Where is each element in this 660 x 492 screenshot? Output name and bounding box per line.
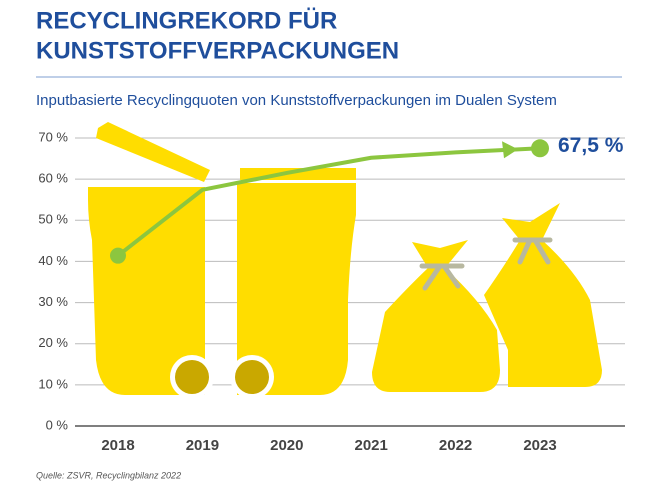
wheel (235, 360, 269, 394)
bin (88, 187, 205, 395)
y-tick-label: 50 % (38, 212, 68, 227)
source: Quelle: ZSVR, Recyclingbilanz 2022 (36, 470, 181, 480)
y-tick-label: 40 % (38, 253, 68, 268)
y-tick-label: 0 % (46, 417, 69, 432)
bag (372, 240, 500, 392)
point (531, 139, 549, 158)
bag (484, 203, 602, 387)
wheel (175, 360, 209, 394)
x-tick-label: 2021 (355, 437, 388, 454)
y-tick-label: 70 % (38, 129, 68, 144)
x-tick-label: 2020 (270, 437, 303, 454)
decoration (88, 122, 602, 399)
x-tick-label: 2022 (439, 437, 472, 454)
plot: 2018 2019 2020 2021 2022 2023 67,5 % (101, 134, 623, 454)
y-tick-label: 10 % (38, 376, 68, 391)
line (116, 146, 541, 258)
arrow-head (502, 141, 518, 159)
point (110, 247, 126, 264)
x-tick-label: 2018 (101, 437, 134, 454)
bin-lid (96, 122, 210, 182)
value-label: 67,5 % (558, 134, 624, 157)
bin (237, 183, 356, 395)
chart-title: KUNSTSTOFFVERPACKUNGEN (36, 37, 399, 64)
y-tick-label: 20 % (38, 335, 68, 350)
x-tick-label: 2019 (186, 437, 219, 454)
y-tick-label: 30 % (38, 294, 68, 309)
y-tick-label: 60 % (38, 171, 68, 186)
x-tick-label: 2023 (523, 437, 556, 454)
chart-subtitle: Inputbasierte Recyclingquoten von Kunsts… (36, 92, 557, 109)
chart-title: RECYCLINGREKORD FÜR (36, 7, 337, 34)
